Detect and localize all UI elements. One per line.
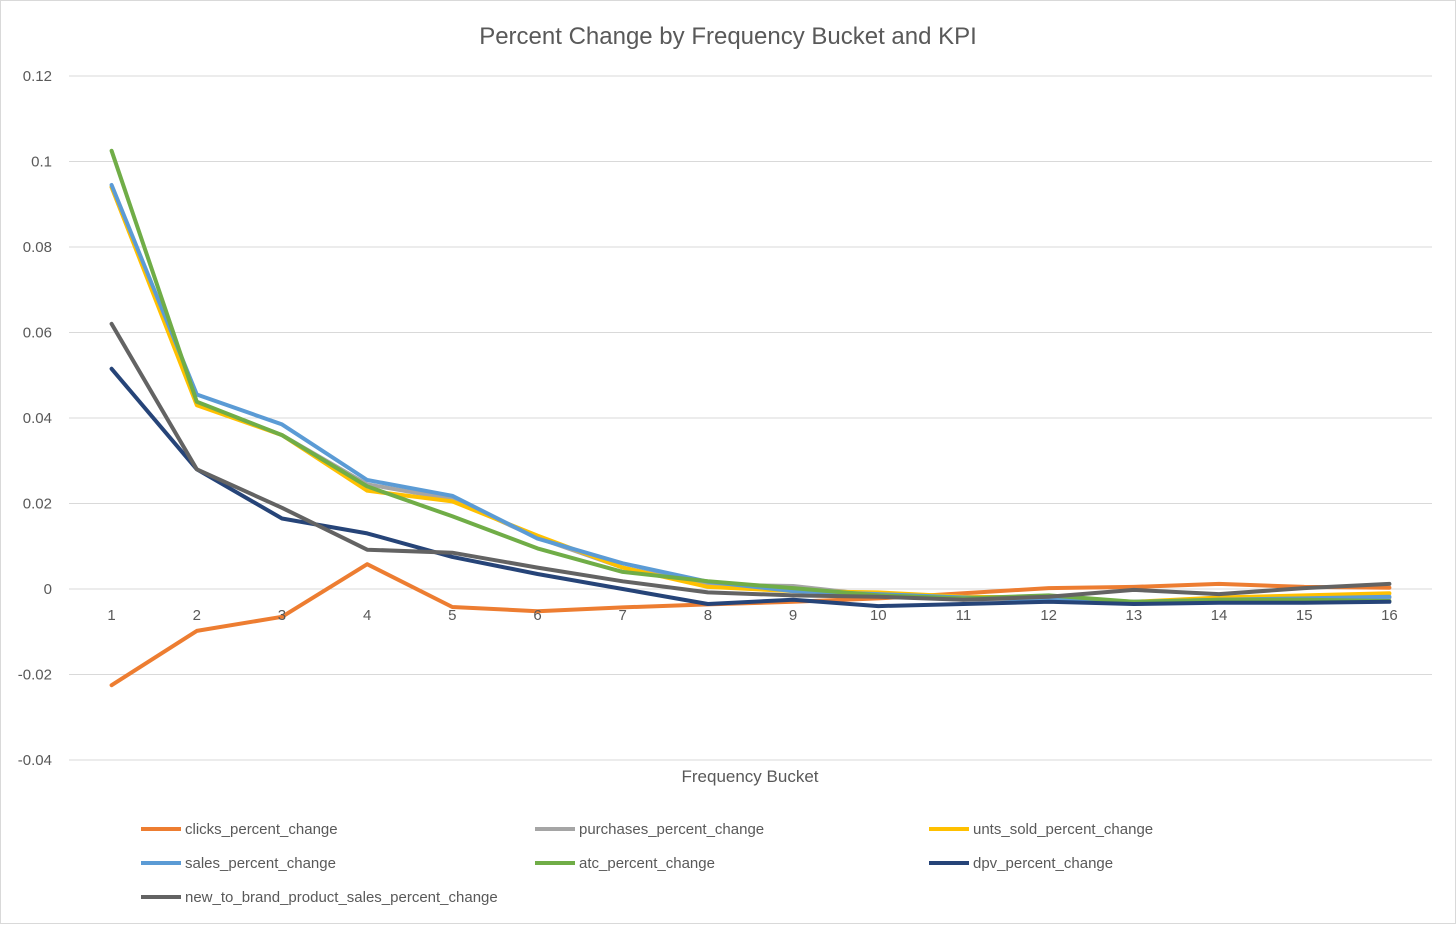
y-tick-label: 0.02 [23, 496, 52, 513]
x-tick-label: 13 [1126, 607, 1143, 624]
y-tick-label: 0.04 [23, 410, 52, 427]
x-tick-label: 14 [1211, 607, 1228, 624]
legend-label: sales_percent_change [185, 855, 336, 872]
x-tick-label: 6 [533, 607, 541, 624]
x-tick-label: 16 [1381, 607, 1398, 624]
series-line-sales_percent_change [109, 183, 1392, 604]
series-lines [109, 148, 1392, 688]
x-tick-label: 4 [363, 607, 371, 624]
legend-label: purchases_percent_change [579, 821, 764, 838]
y-tick-label: 0.1 [31, 154, 52, 171]
legend-label: clicks_percent_change [185, 821, 338, 838]
y-tick-label: 0 [44, 581, 52, 598]
x-tick-label: 3 [278, 607, 286, 624]
x-tick-label: 5 [448, 607, 456, 624]
y-tick-label: 0.08 [23, 239, 52, 256]
y-axis-ticks: 0.12 0.1 0.08 0.06 0.04 0.02 0 -0.02 -0.04 [18, 68, 52, 769]
series-line-dpv_percent_change [109, 366, 1392, 609]
x-tick-label: 9 [789, 607, 797, 624]
y-tick-label: -0.02 [18, 667, 52, 684]
x-tick-label: 10 [870, 607, 887, 624]
legend-label: dpv_percent_change [973, 855, 1113, 872]
legend-label: atc_percent_change [579, 855, 715, 872]
x-tick-label: 2 [193, 607, 201, 624]
y-tick-label: -0.04 [18, 752, 52, 769]
series-line-atc_percent_change [109, 148, 1392, 604]
legend-label: new_to_brand_product_sales_percent_chang… [185, 889, 498, 906]
x-axis-title: Frequency Bucket [681, 767, 818, 786]
x-axis-ticks: 1 2 3 4 5 6 7 8 9 10 11 12 13 14 15 16 [107, 607, 1397, 624]
series-line-purchases_percent_change [109, 185, 1392, 604]
legend-label: unts_sold_percent_change [973, 821, 1153, 838]
series-line-new_to_brand_product_sales_percent_change [109, 321, 1392, 602]
chart-title: Percent Change by Frequency Bucket and K… [479, 23, 977, 50]
x-tick-label: 11 [956, 607, 972, 624]
x-tick-label: 15 [1296, 607, 1313, 624]
x-tick-label: 7 [619, 607, 627, 624]
gridlines [69, 75, 1432, 761]
series-line-unts_sold_percent_change [109, 185, 1392, 604]
y-tick-label: 0.06 [23, 325, 52, 342]
x-tick-label: 12 [1040, 607, 1057, 624]
series-line-clicks_percent_change [109, 562, 1392, 688]
x-tick-label: 1 [107, 607, 115, 624]
y-tick-label: 0.12 [23, 68, 52, 85]
legend: clicks_percent_change purchases_percent_c… [141, 821, 1153, 906]
x-tick-label: 8 [704, 607, 712, 624]
